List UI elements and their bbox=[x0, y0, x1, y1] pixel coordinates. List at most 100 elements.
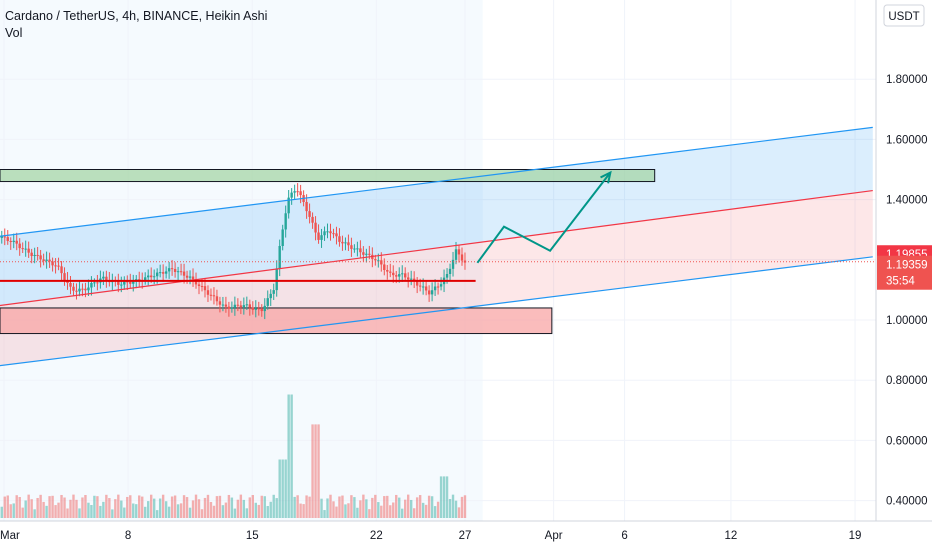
drawings[interactable] bbox=[0, 127, 873, 369]
volume-bar bbox=[138, 495, 141, 518]
candles bbox=[0, 183, 467, 320]
volume-bar bbox=[78, 508, 81, 518]
volume-bar bbox=[206, 494, 210, 518]
volume-bar bbox=[272, 494, 275, 518]
candle-body bbox=[392, 272, 395, 276]
candle-body bbox=[93, 282, 96, 284]
volume-bar bbox=[463, 495, 467, 518]
candle-body bbox=[260, 308, 263, 312]
volume-bar bbox=[427, 495, 431, 518]
candle-body bbox=[245, 304, 249, 306]
volume-bar bbox=[281, 459, 284, 518]
volume-bar bbox=[356, 507, 359, 518]
candle-body bbox=[248, 304, 252, 308]
resistance-zone[interactable] bbox=[0, 169, 656, 183]
support-zone[interactable] bbox=[0, 307, 553, 335]
volume-bar bbox=[90, 505, 93, 518]
candle-body bbox=[9, 240, 12, 243]
candle-body bbox=[147, 275, 150, 278]
volume-bar bbox=[182, 495, 186, 518]
candle-body bbox=[158, 272, 162, 274]
candle-body bbox=[377, 260, 380, 262]
volume-bar bbox=[123, 507, 126, 518]
volume-bar bbox=[36, 497, 39, 518]
candle-body bbox=[275, 268, 278, 291]
volume-bar bbox=[430, 496, 434, 518]
close-price-tag: 1.19359 bbox=[886, 260, 928, 272]
volume-bar bbox=[188, 507, 192, 518]
price-tick-label: 0.60000 bbox=[886, 435, 928, 447]
candle-body bbox=[398, 274, 401, 277]
candle-body bbox=[347, 242, 350, 246]
candle-body bbox=[197, 284, 201, 287]
symbol-title[interactable]: Cardano / TetherUS, 4h, BINANCE, Heikin … bbox=[5, 9, 268, 23]
volume-bar bbox=[132, 503, 135, 518]
volume-bar bbox=[15, 495, 18, 518]
volume-bar bbox=[179, 503, 183, 518]
candle-body bbox=[188, 276, 192, 278]
volume-bar bbox=[254, 502, 257, 518]
volume-bar bbox=[99, 505, 102, 518]
candle-body bbox=[78, 288, 81, 292]
volume-bar bbox=[191, 500, 195, 518]
candle-body bbox=[6, 237, 9, 241]
volume-bar bbox=[398, 497, 401, 518]
candle-body bbox=[212, 295, 216, 297]
volume-bar bbox=[347, 503, 350, 518]
volume-bar bbox=[368, 509, 371, 518]
currency-button[interactable] bbox=[883, 4, 925, 27]
volume-bar bbox=[338, 496, 341, 518]
volume-bar bbox=[311, 424, 314, 518]
candle-body bbox=[60, 266, 63, 274]
candle-body bbox=[290, 192, 293, 198]
volume-bar bbox=[114, 499, 117, 518]
candle-body bbox=[63, 273, 66, 281]
candle-body bbox=[284, 213, 287, 230]
volume-bar bbox=[161, 494, 165, 518]
candle-body bbox=[0, 236, 3, 238]
volume-bar bbox=[111, 509, 114, 518]
volume-bar bbox=[69, 499, 72, 518]
volume-bar bbox=[269, 501, 272, 518]
volume-bar bbox=[424, 504, 428, 518]
channel-upper-line[interactable] bbox=[0, 126, 873, 240]
candle-body bbox=[365, 253, 368, 255]
candle-body bbox=[287, 197, 290, 214]
volume-bar bbox=[266, 506, 269, 518]
volume-bar bbox=[93, 495, 96, 518]
candle-body bbox=[293, 191, 296, 193]
volume-bar bbox=[158, 498, 162, 518]
volume-bar bbox=[371, 497, 374, 518]
channel-lower-line[interactable] bbox=[0, 256, 873, 370]
volume-bar bbox=[383, 496, 386, 518]
time-tick-label: 27 bbox=[459, 530, 472, 542]
candle-body bbox=[126, 281, 129, 283]
candle-body bbox=[164, 271, 168, 274]
candle-body bbox=[383, 264, 386, 271]
candle-body bbox=[69, 282, 72, 287]
volume-bar bbox=[395, 494, 398, 518]
candle-body bbox=[224, 304, 228, 307]
volume-bar bbox=[102, 501, 105, 518]
projection-path[interactable] bbox=[476, 171, 612, 264]
volume-bar bbox=[39, 494, 42, 518]
time-axis[interactable] bbox=[0, 521, 932, 550]
volume-bar bbox=[457, 507, 461, 518]
volume-bar bbox=[248, 497, 252, 518]
volume-bar bbox=[215, 496, 219, 518]
volume-bar bbox=[293, 496, 296, 518]
volume-bar bbox=[141, 496, 144, 518]
volume-bar bbox=[129, 495, 132, 518]
volume-bar bbox=[27, 494, 30, 518]
candle-body bbox=[439, 284, 443, 287]
channel-median-line[interactable] bbox=[0, 189, 873, 310]
candle-body bbox=[218, 301, 222, 305]
candle-body bbox=[84, 288, 87, 291]
volume-label[interactable]: Vol bbox=[5, 26, 23, 40]
volume-bar bbox=[12, 503, 15, 518]
volume-bar bbox=[242, 499, 246, 518]
volume-bar bbox=[21, 507, 24, 518]
overlay-drawings[interactable] bbox=[0, 126, 876, 370]
volume-bar bbox=[87, 502, 90, 518]
